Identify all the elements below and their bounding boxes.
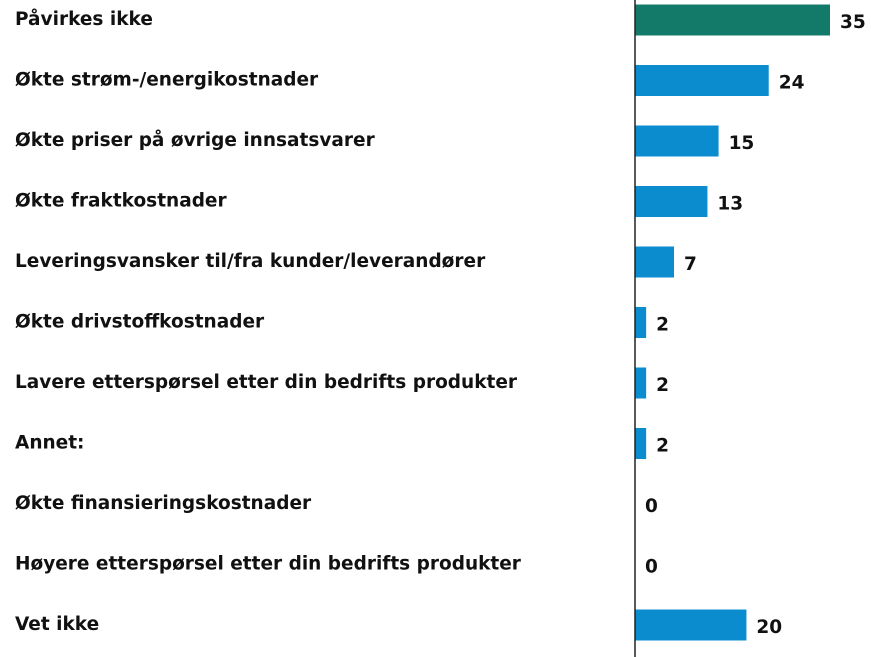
bar — [635, 609, 747, 641]
bar — [635, 428, 647, 459]
category-label: Økte fraktkostnader — [15, 191, 227, 212]
value-label: 2 — [656, 436, 669, 457]
bar — [635, 246, 674, 278]
value-label: 2 — [656, 315, 669, 336]
bar — [635, 307, 647, 338]
value-label: 24 — [779, 73, 805, 94]
category-label: Påvirkes ikke — [15, 8, 153, 30]
bar — [635, 367, 647, 399]
category-label: Høyere etterspørsel etter din bedrifts p… — [15, 554, 522, 575]
bar — [635, 186, 708, 217]
category-label: Økte finansieringskostnader — [15, 493, 312, 514]
category-label: Vet ikke — [15, 614, 99, 635]
value-label: 20 — [756, 617, 782, 638]
value-label: 13 — [717, 194, 743, 215]
category-label: Økte strøm-/energikostnader — [15, 70, 319, 91]
value-label: 2 — [656, 375, 669, 396]
category-label: Økte priser på øvrige innsatsvarer — [15, 129, 376, 151]
category-label: Økte drivstoffkostnader — [15, 312, 265, 333]
category-label: Annet: — [15, 433, 84, 454]
value-label: 0 — [645, 496, 658, 517]
category-label: Leveringsvansker til/fra kunder/leverand… — [15, 251, 486, 272]
value-label: 35 — [840, 12, 866, 33]
bar — [635, 125, 719, 157]
category-label: Lavere etterspørsel etter din bedrifts p… — [15, 372, 518, 393]
value-label: 7 — [684, 254, 697, 275]
bar — [635, 4, 830, 36]
bar — [635, 65, 769, 96]
value-label: 15 — [729, 133, 755, 154]
value-label: 0 — [645, 557, 658, 578]
